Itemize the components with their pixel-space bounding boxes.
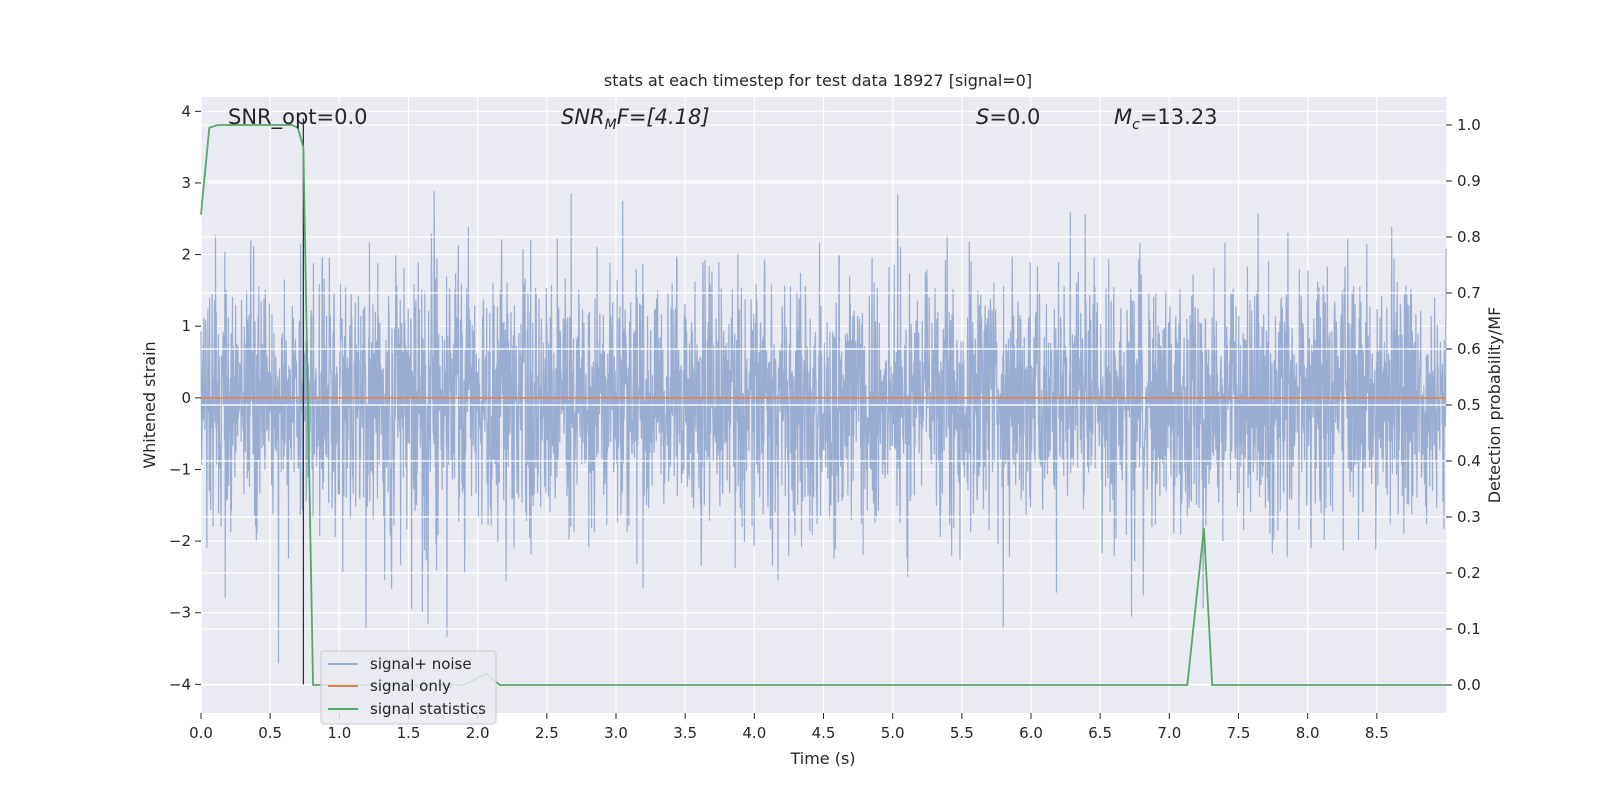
y-tick-label: −4 (169, 675, 191, 693)
right-y-tick-label: 0.2 (1457, 564, 1481, 582)
legend-label-signal-noise: signal+ noise (370, 655, 472, 673)
x-axis-label: Time (s) (789, 749, 855, 768)
legend-label-signal-statistics: signal statistics (370, 700, 486, 718)
x-tick-label: 4.0 (742, 724, 766, 742)
annotation-snr-opt: SNR_opt=0.0 (228, 105, 368, 130)
x-tick-label: 8.5 (1365, 724, 1389, 742)
mc-symbol: M (1114, 105, 1132, 129)
x-tick-label: 2.0 (466, 724, 490, 742)
right-y-tick-label: 0.8 (1457, 228, 1481, 246)
x-tick-label: 7.0 (1157, 724, 1181, 742)
legend-label-signal-only: signal only (370, 677, 451, 695)
right-y-tick-label: 0.6 (1457, 340, 1481, 358)
y-tick-label: −1 (169, 460, 191, 478)
y-tick-label: −2 (169, 532, 191, 550)
right-y-axis-label: Detection probability/MF (1485, 307, 1504, 504)
snr-mf-subscript: M (605, 117, 617, 133)
right-y-tick-label: 0.1 (1457, 620, 1481, 638)
chart-title: stats at each timestep for test data 189… (604, 71, 1032, 90)
right-y-tick-label: 0.7 (1457, 284, 1481, 302)
x-tick-label: 3.0 (604, 724, 628, 742)
x-tick-label: 3.5 (673, 724, 697, 742)
mc-subscript: c (1132, 117, 1140, 133)
x-tick-label: 5.5 (950, 724, 974, 742)
y-tick-label: 2 (181, 246, 191, 264)
x-tick-label: 7.5 (1227, 724, 1251, 742)
y-tick-label: 1 (181, 317, 191, 335)
noise-line (200, 191, 1447, 664)
annotation-snr-mf: SNRMF=[4.18] (561, 105, 710, 133)
y-tick-label: 3 (181, 174, 191, 192)
y-tick-labels: 4 3 2 1 0 −1 −2 −3 −4 (169, 102, 201, 693)
x-tick-label: 5.0 (881, 724, 905, 742)
snr-mf-base: SNR (561, 105, 605, 129)
right-y-tick-label: 0.3 (1457, 508, 1481, 526)
x-tick-label: 0.0 (189, 724, 213, 742)
x-tick-label: 4.5 (812, 724, 836, 742)
y-axis-label: Whitened strain (140, 341, 159, 468)
y-tick-label: −3 (169, 604, 191, 622)
x-tick-label: 6.0 (1019, 724, 1043, 742)
snr-mf-rest: F=[4.18] (617, 105, 710, 129)
series-signal-noise (200, 191, 1447, 664)
y-tick-label: 0 (181, 389, 191, 407)
right-y-tick-label: 0.0 (1457, 676, 1481, 694)
right-y-tick-label: 0.9 (1457, 172, 1481, 190)
y-tick-label: 4 (181, 102, 191, 120)
s-value: =0.0 (989, 105, 1040, 129)
x-tick-label: 1.0 (327, 724, 351, 742)
x-tick-label: 8.0 (1296, 724, 1320, 742)
x-tick-label: 0.5 (258, 724, 282, 742)
right-y-tick-label: 0.5 (1457, 396, 1481, 414)
right-y-tick-label: 0.4 (1457, 452, 1481, 470)
annotation-mc: Mc=13.23 (1114, 105, 1218, 133)
legend: signal+ noise signal only signal statist… (320, 650, 497, 725)
legend-box (320, 650, 497, 725)
annotation-s: S=0.0 (976, 105, 1040, 129)
x-tick-labels: 0.0 0.5 1.0 1.5 2.0 2.5 3.0 3.5 4.0 4.5 5.0 5.5 6.0 6… (189, 713, 1389, 742)
x-tick-label: 2.5 (535, 724, 559, 742)
x-tick-label: 6.5 (1088, 724, 1112, 742)
x-tick-label: 1.5 (397, 724, 421, 742)
right-y-tick-labels: 1.0 0.9 0.8 0.7 0.6 0.5 0.4 0.3 0.2 0.1 0.0 (1446, 116, 1481, 694)
right-y-tick-label: 1.0 (1457, 116, 1481, 134)
mc-value: =13.23 (1140, 105, 1218, 129)
s-symbol: S (976, 105, 989, 129)
